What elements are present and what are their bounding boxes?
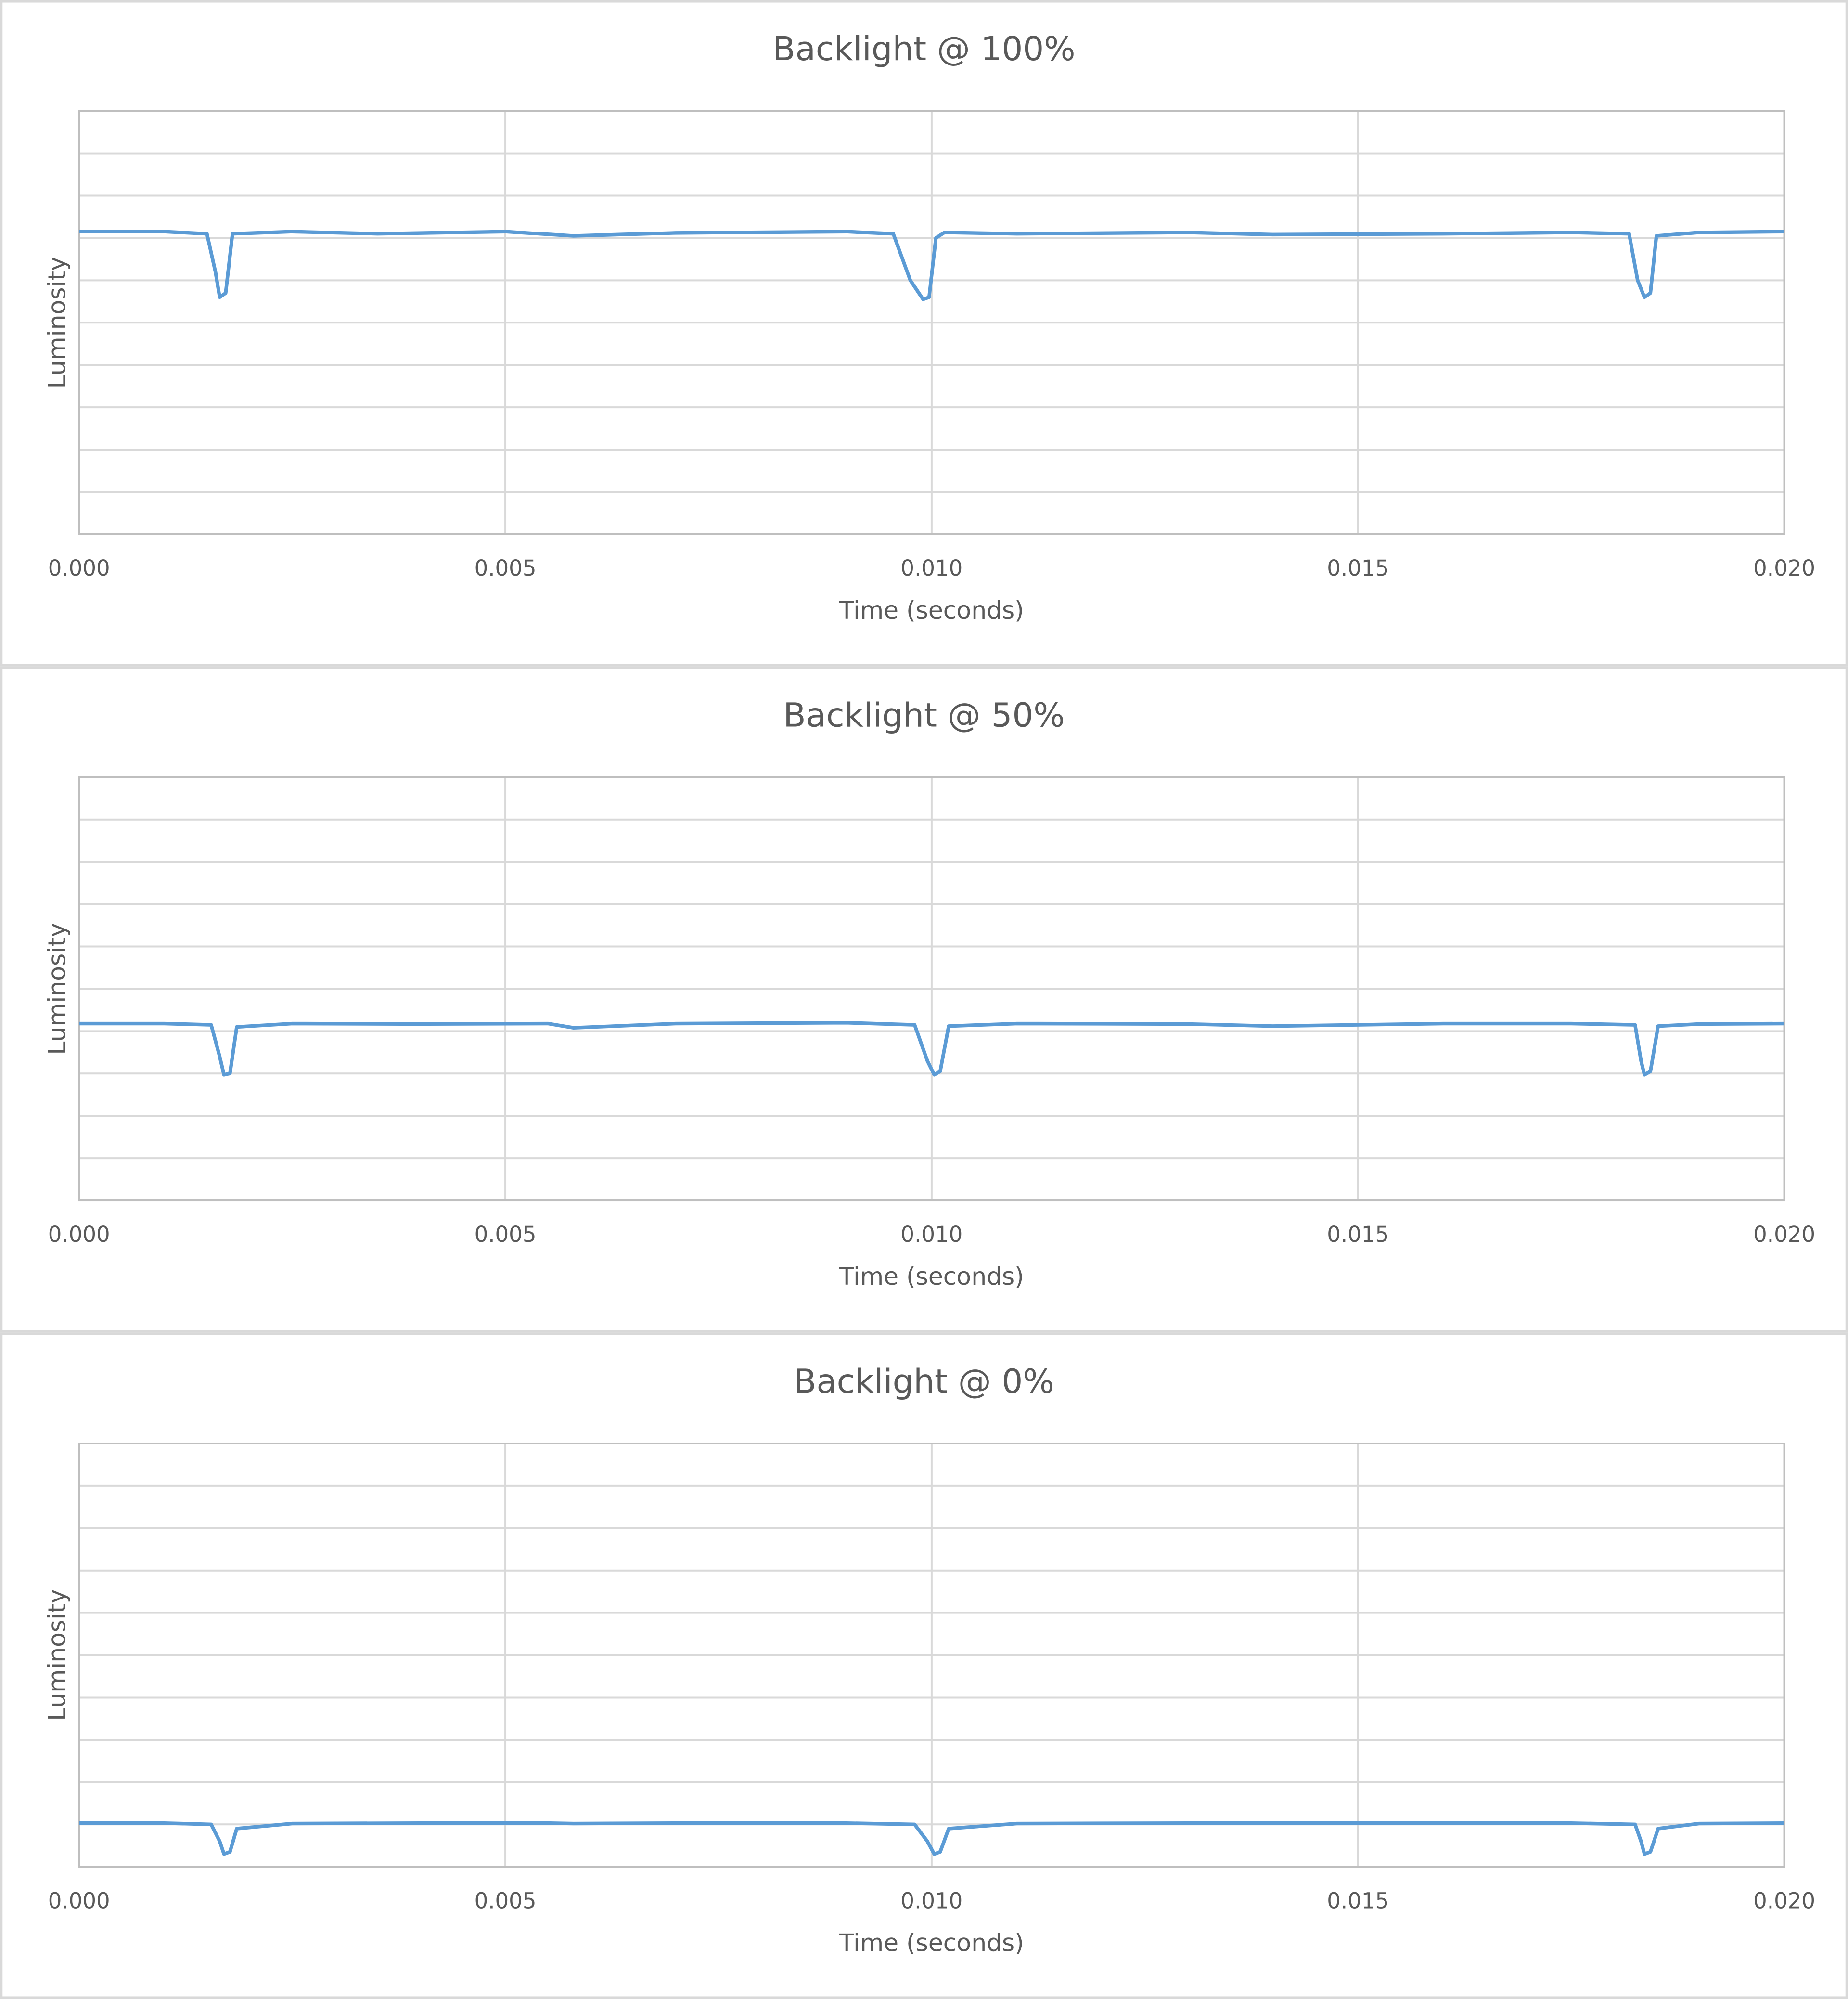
x-tick-label: 0.015	[1327, 1222, 1389, 1247]
x-tick-label: 0.015	[1327, 555, 1389, 581]
x-tick-label: 0.020	[1753, 1222, 1815, 1247]
x-tick-label: 0.005	[475, 1888, 537, 1913]
plot-frame	[78, 776, 1785, 1202]
x-axis-label: Time (seconds)	[839, 596, 1024, 624]
x-tick-label: 0.020	[1753, 1888, 1815, 1913]
chart-title: Backlight @ 100%	[772, 30, 1075, 68]
x-tick-label: 0.010	[900, 1222, 962, 1247]
x-axis-label: Time (seconds)	[839, 1928, 1024, 1957]
x-tick-label: 0.015	[1327, 1888, 1389, 1913]
x-tick-label: 0.000	[48, 1888, 110, 1913]
x-tick-label: 0.010	[900, 555, 962, 581]
y-axis-label: Luminosity	[42, 1589, 71, 1721]
plot-frame	[78, 1442, 1785, 1868]
data-line	[79, 1821, 1784, 1856]
x-tick-label: 0.000	[48, 1222, 110, 1247]
y-axis-label: Luminosity	[42, 257, 71, 388]
x-tick-label: 0.005	[475, 555, 537, 581]
panel-border	[0, 0, 1848, 667]
x-tick-label: 0.005	[475, 1222, 537, 1247]
x-tick-label: 0.000	[48, 555, 110, 581]
chart-title: Backlight @ 50%	[783, 696, 1065, 735]
y-axis-label: Luminosity	[42, 923, 71, 1055]
chart-panel: Backlight @ 0% 0.000 0.005 0.010 0.015 0.020 T…	[0, 1332, 1848, 1999]
plot-frame	[78, 110, 1785, 535]
panel-border	[0, 666, 1848, 1333]
chart-panel: Backlight @ 100% 0.000 0.005 0.010 0.015 0.02…	[0, 0, 1848, 667]
x-axis-label: Time (seconds)	[839, 1262, 1024, 1290]
x-tick-label: 0.010	[900, 1888, 962, 1913]
panel-border	[0, 1332, 1848, 1999]
data-line	[79, 230, 1784, 301]
x-tick-label: 0.020	[1753, 555, 1815, 581]
data-line	[79, 1021, 1784, 1077]
chart-panel: Backlight @ 50% 0.000 0.005 0.010 0.015 0.020…	[0, 666, 1848, 1333]
chart-title: Backlight @ 0%	[794, 1363, 1054, 1401]
